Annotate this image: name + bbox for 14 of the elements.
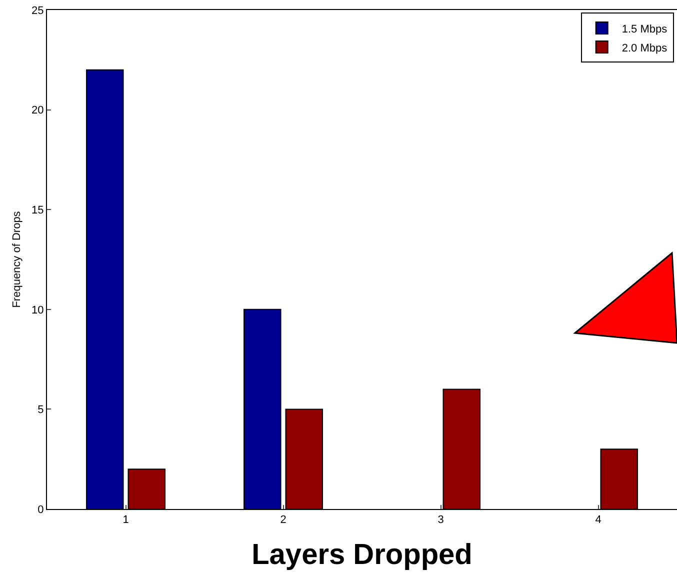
x-tick-label: 4 bbox=[595, 514, 602, 526]
y-tick-label: 20 bbox=[32, 104, 44, 117]
x-tick-label: 1 bbox=[122, 514, 129, 526]
legend-label: 2.0 Mbps bbox=[622, 42, 668, 54]
x-tick-label: 2 bbox=[280, 514, 286, 526]
y-tick-label: 10 bbox=[32, 304, 44, 316]
x-tick-label: 3 bbox=[438, 514, 444, 526]
y-tick-label: 25 bbox=[32, 4, 44, 17]
y-tick-label: 0 bbox=[38, 504, 44, 516]
y-tick-label: 15 bbox=[32, 204, 44, 216]
x-axis-title: Layers Dropped bbox=[252, 539, 472, 571]
y-axis-title: Frequency of Drops bbox=[11, 210, 24, 308]
y-tick-label: 5 bbox=[38, 404, 44, 416]
legend-label: 1.5 Mbps bbox=[622, 23, 668, 36]
